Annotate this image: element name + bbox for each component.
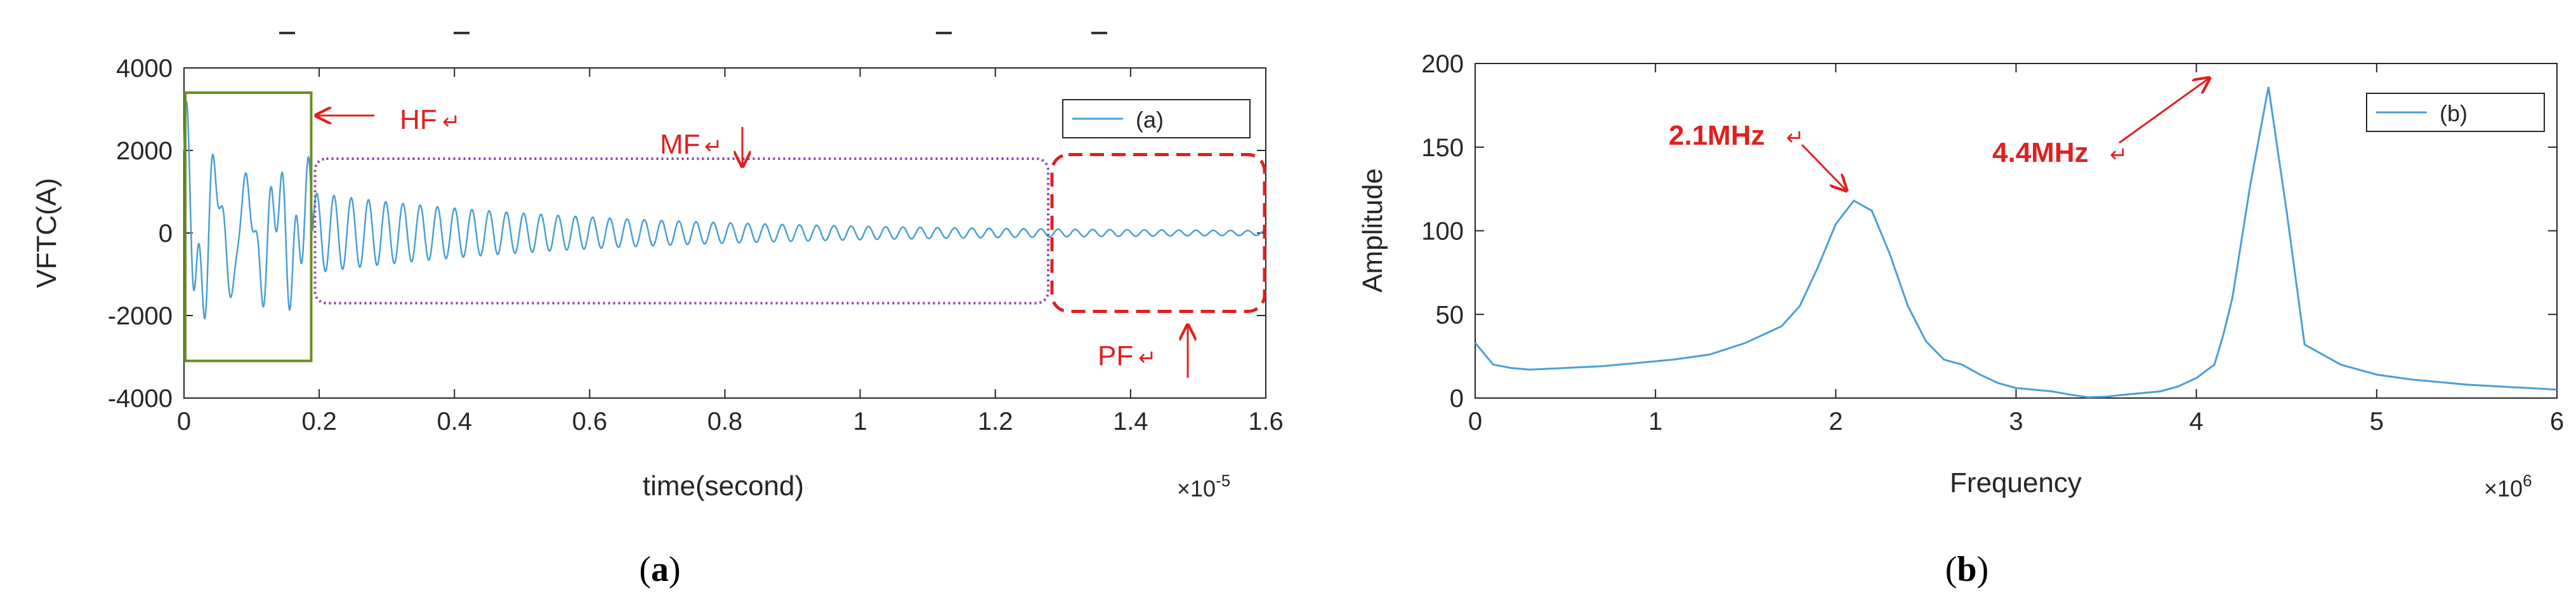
- x-tick-label: 4: [2190, 408, 2204, 436]
- tick-labels-b: 0 1 2 3 4 5 6 0 50 100 150 200: [1421, 50, 2564, 436]
- x-tick-label: 1.2: [978, 408, 1013, 436]
- mf-region-box: [313, 157, 1049, 305]
- series-line-a: [183, 100, 1266, 321]
- pf-label: PF: [1098, 340, 1133, 371]
- caption-a: (a): [639, 550, 680, 589]
- x-tick-label: 3: [2009, 408, 2023, 436]
- hf-label: HF: [400, 104, 437, 135]
- x-tick-label: 0.2: [301, 408, 337, 436]
- x-tick-label: 6: [2550, 408, 2564, 436]
- x-tick-label: 1: [1648, 408, 1662, 436]
- pf-region-box: [1050, 153, 1266, 313]
- y-axis-label-a: VFTC(A): [31, 178, 62, 288]
- peak1-label: 2.1MHz: [1669, 120, 1765, 151]
- peak1-arrow: [1801, 143, 1846, 190]
- x-tick-label: 1: [853, 408, 867, 436]
- x-axis-label-a: time(second): [643, 470, 804, 502]
- y-tick-label: 0: [159, 220, 173, 248]
- y-tick-label: 0: [1450, 385, 1464, 413]
- x-exponent-a: ×10-5: [1177, 471, 1230, 502]
- tick-labels-a: 0 0.2 0.4 0.6 0.8 1 1.2 1.4 1.6 -4000 -2000 0 2000 40…: [108, 55, 1284, 436]
- y-tick-label: -4000: [108, 385, 173, 413]
- x-tick-label: 5: [2370, 408, 2384, 436]
- chart-panel-b: 0 1 2 3 4 5 6 0 50 100 150 200 2.1MHz ↵ 4.4MHz ↵ (b…: [1357, 50, 2564, 589]
- y-tick-label: 2000: [116, 137, 173, 165]
- return-glyph: ↵: [1138, 346, 1157, 370]
- x-tick-label: 2: [1829, 408, 1843, 436]
- legend-label-a: (a): [1136, 107, 1164, 133]
- y-tick-label: 150: [1421, 134, 1464, 162]
- peak2-label: 4.4MHz: [1992, 137, 2089, 168]
- x-tick-label: 1.4: [1113, 408, 1148, 436]
- x-axis-label-b: Frequency: [1950, 467, 2082, 498]
- y-tick-label: 100: [1421, 218, 1464, 246]
- hf-region-box: [184, 91, 313, 363]
- x-tick-label: 0: [177, 408, 191, 436]
- return-glyph: ↵: [1786, 126, 1804, 150]
- y-axis-label-b: Amplitude: [1357, 168, 1388, 293]
- x-tick-label: 0: [1468, 408, 1482, 436]
- x-tick-label: 0.8: [707, 408, 743, 436]
- legend-label-b: (b): [2440, 100, 2468, 126]
- x-tick-label: 1.6: [1248, 408, 1284, 436]
- mf-label: MF: [660, 129, 700, 160]
- y-tick-label: 200: [1421, 50, 1464, 78]
- caption-b: (b): [1945, 550, 1988, 589]
- x-exponent-b: ×106: [2484, 471, 2532, 502]
- peak2-arrow: [2119, 78, 2209, 144]
- x-tick-label: 0.4: [437, 408, 472, 436]
- return-glyph: ↵: [2110, 143, 2128, 167]
- waveform-line: [183, 100, 1266, 321]
- legend-a: [1062, 99, 1251, 138]
- axis-ticks-b: [1475, 63, 2558, 399]
- y-tick-label: -2000: [108, 302, 173, 330]
- series-line-b: [1474, 86, 2558, 399]
- return-glyph: ↵: [704, 135, 723, 159]
- return-glyph: ↵: [442, 110, 461, 134]
- x-tick-label: 0.6: [572, 408, 608, 436]
- y-tick-label: 50: [1436, 301, 1464, 329]
- chart-panel-a: 0 0.2 0.4 0.6 0.8 1 1.2 1.4 1.6 -4000 -2000 0 2000 40…: [31, 32, 1284, 589]
- y-tick-label: 4000: [116, 55, 173, 83]
